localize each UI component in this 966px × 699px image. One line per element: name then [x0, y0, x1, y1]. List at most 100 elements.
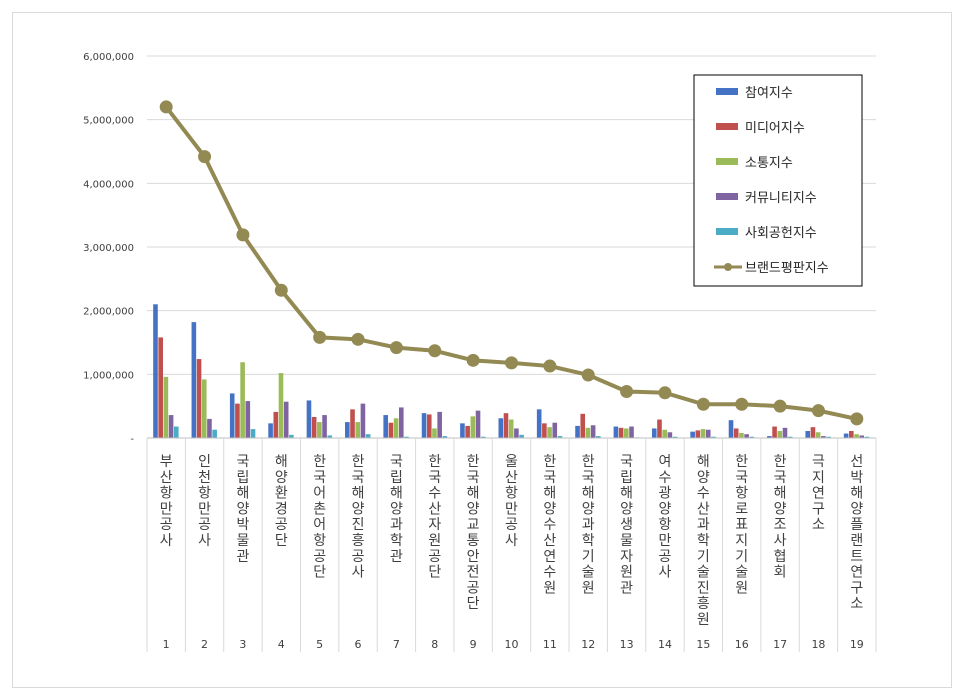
bar — [672, 436, 678, 438]
bar — [345, 422, 350, 438]
bar — [519, 434, 524, 438]
bar — [547, 427, 552, 438]
bar — [322, 415, 327, 438]
rank-label: 3 — [239, 638, 246, 651]
legend-swatch — [716, 228, 738, 235]
bar — [728, 420, 734, 438]
bar — [393, 418, 399, 438]
bar — [317, 422, 322, 438]
bar — [864, 436, 870, 438]
rank-label: 1 — [163, 638, 170, 651]
rank-label: 7 — [393, 638, 400, 651]
y-tick-label: 3,000,000 — [83, 243, 134, 254]
line-point — [198, 150, 212, 164]
y-tick-label: 5,000,000 — [83, 116, 134, 127]
bar — [278, 373, 284, 438]
bar — [733, 428, 739, 438]
legend-box — [693, 74, 863, 287]
bar — [542, 423, 547, 438]
bar — [388, 422, 394, 438]
rank-label: 8 — [431, 638, 438, 651]
line-point — [466, 353, 480, 367]
bar — [158, 337, 163, 438]
y-tick-label: 1,000,000 — [83, 370, 134, 381]
bar — [355, 422, 361, 438]
bar — [229, 393, 235, 438]
bar — [475, 410, 481, 438]
line-point — [696, 397, 710, 411]
rank-label: 14 — [658, 638, 672, 651]
rank-label: 13 — [620, 638, 634, 651]
legend-label: 미디어지수 — [745, 121, 805, 136]
bar — [212, 429, 217, 438]
line-point — [351, 332, 365, 346]
bar — [700, 429, 706, 438]
bar — [196, 359, 202, 438]
rank-label: 4 — [278, 638, 285, 651]
bar — [662, 429, 667, 438]
legend-label: 사회공헌지수 — [745, 226, 817, 241]
bar — [460, 423, 465, 438]
bar — [552, 422, 558, 438]
line-layer — [159, 100, 864, 426]
line-point — [543, 359, 557, 373]
bar — [711, 436, 716, 438]
bar — [618, 427, 624, 438]
bar — [749, 436, 755, 438]
line-point — [505, 356, 518, 370]
y-tick-label: 2,000,000 — [83, 307, 134, 318]
line-point — [581, 368, 595, 382]
bar — [536, 409, 542, 438]
bar — [168, 415, 174, 438]
bar — [480, 436, 486, 438]
rank-label: 6 — [355, 638, 362, 651]
rank-label: 11 — [543, 638, 557, 651]
bar — [306, 400, 312, 438]
bar — [514, 428, 519, 438]
rank-label: 2 — [201, 638, 208, 651]
bar — [695, 430, 701, 438]
bar — [360, 403, 366, 438]
legend-label: 커뮤니티지수 — [745, 191, 817, 206]
bar — [657, 419, 662, 438]
bar — [557, 436, 563, 438]
bar — [283, 401, 289, 438]
bar — [651, 428, 657, 438]
y-tick-label: - — [130, 434, 134, 445]
bar — [854, 434, 859, 438]
bar — [191, 322, 197, 438]
bar — [667, 432, 673, 438]
bar — [163, 376, 169, 438]
line-point — [313, 330, 327, 344]
bar — [240, 362, 245, 438]
bar — [772, 426, 777, 438]
rank-label: 19 — [850, 638, 864, 651]
y-tick-label: 6,000,000 — [83, 52, 134, 63]
bar — [503, 413, 509, 438]
legend-swatch — [716, 123, 738, 130]
legend-swatch — [716, 158, 738, 165]
line-point — [811, 404, 825, 418]
bar — [629, 426, 634, 438]
legend-label: 참여지수 — [745, 86, 793, 101]
line-point — [389, 341, 403, 355]
bar — [815, 432, 821, 438]
bar — [580, 413, 586, 438]
bar — [843, 433, 849, 438]
bar — [590, 425, 596, 438]
bar — [624, 428, 629, 438]
rank-label: 15 — [696, 638, 710, 651]
